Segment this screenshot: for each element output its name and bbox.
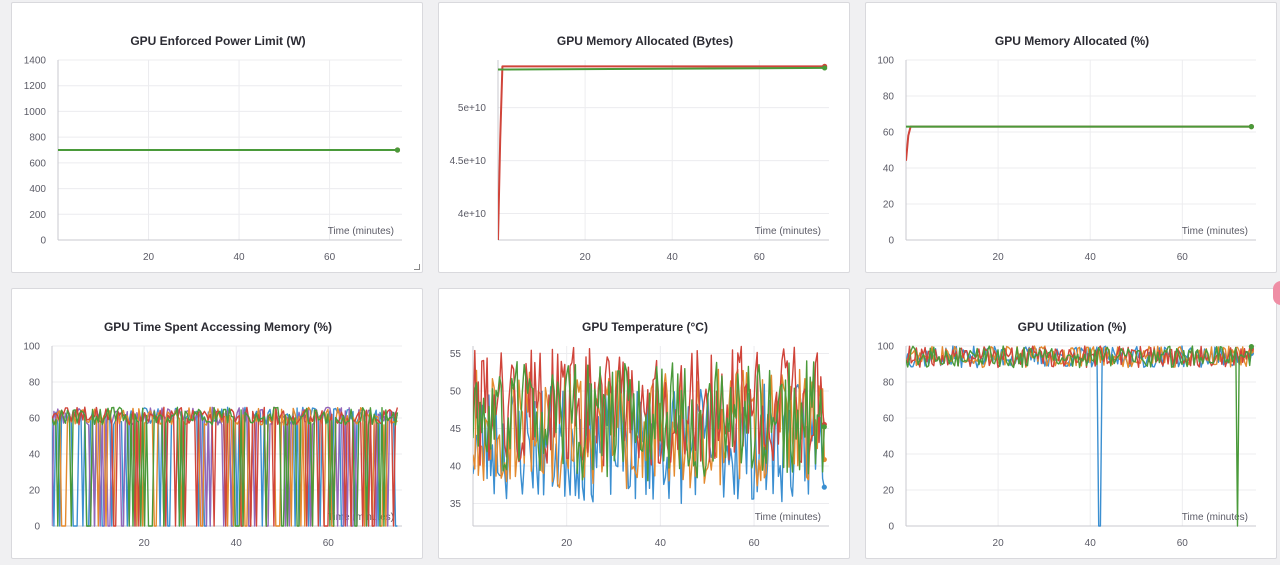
y-tick-label: 80 <box>29 378 41 389</box>
series-end-point <box>821 424 827 430</box>
y-tick-label: 45 <box>450 424 462 435</box>
chart-panel-temperature: GPU Temperature (°C) 35 40 45 50 55 20 40 60 Time… <box>438 288 850 559</box>
x-tick-label: 60 <box>324 252 336 263</box>
x-tick-label: 40 <box>655 538 667 549</box>
side-handle-icon[interactable] <box>1273 281 1280 305</box>
chart-title: GPU Memory Allocated (Bytes) <box>557 34 733 48</box>
series-line <box>906 345 1253 527</box>
series-line <box>52 406 399 527</box>
series-end-point <box>1248 344 1254 350</box>
y-tick-label: 60 <box>883 128 895 139</box>
y-tick-label: 0 <box>40 236 46 247</box>
resize-handle-icon[interactable] <box>414 264 420 270</box>
chart-panel-memalloc-pct: GPU Memory Allocated (%) 0 20 40 60 80 100 20 40… <box>865 2 1277 273</box>
x-axis-title: Time (minutes) <box>755 226 821 237</box>
y-tick-label: 1400 <box>24 56 47 67</box>
x-tick-label: 40 <box>667 252 679 263</box>
x-tick-label: 20 <box>993 538 1005 549</box>
series-line <box>473 360 825 482</box>
y-tick-label: 0 <box>34 522 40 533</box>
y-tick-label: 50 <box>450 387 462 398</box>
x-tick-label: 40 <box>1085 538 1097 549</box>
y-tick-label: 40 <box>883 164 895 175</box>
y-tick-label: 4e+10 <box>458 209 487 220</box>
y-tick-label: 60 <box>29 414 41 425</box>
y-tick-label: 0 <box>888 522 894 533</box>
series-line <box>498 66 825 71</box>
x-tick-label: 20 <box>993 252 1005 263</box>
x-tick-label: 20 <box>580 252 592 263</box>
y-tick-label: 20 <box>883 200 895 211</box>
x-tick-label: 60 <box>323 538 335 549</box>
y-tick-label: 80 <box>883 378 895 389</box>
y-tick-label: 200 <box>29 210 46 221</box>
series-end-point <box>394 147 401 153</box>
x-axis-title: Time (minutes) <box>328 226 394 237</box>
y-tick-label: 5e+10 <box>458 103 487 114</box>
y-tick-label: 20 <box>29 486 41 497</box>
x-tick-label: 60 <box>748 538 760 549</box>
chart-panel-memaccess: GPU Time Spent Accessing Memory (%) 0 20 40… <box>11 288 423 559</box>
chart-memalloc-pct: GPU Memory Allocated (%) 0 20 40 60 80 100 20 40… <box>877 34 1256 263</box>
chart-memalloc-bytes: GPU Memory Allocated (Bytes) 4e+10 4.5e+10… <box>450 34 829 263</box>
chart-panel-memalloc-bytes: GPU Memory Allocated (Bytes) 4e+10 4.5e+10… <box>438 2 850 273</box>
chart-power: GPU Enforced Power Limit (W) 0 200 400 600 80… <box>24 34 402 263</box>
chart-title: GPU Memory Allocated (%) <box>995 34 1149 48</box>
y-tick-label: 1000 <box>24 107 47 118</box>
chart-temperature: GPU Temperature (°C) 35 40 45 50 55 20 40 60 Time… <box>450 320 829 549</box>
x-tick-label: 20 <box>143 252 155 263</box>
chart-panel-power: GPU Enforced Power Limit (W) 0 200 400 600 80… <box>11 2 423 273</box>
x-tick-label: 40 <box>231 538 243 549</box>
x-axis-title: Time (minutes) <box>755 512 821 523</box>
y-tick-label: 800 <box>29 133 46 144</box>
y-tick-label: 100 <box>23 342 40 353</box>
y-tick-label: 40 <box>883 450 895 461</box>
chart-title: GPU Temperature (°C) <box>582 320 708 334</box>
chart-title: GPU Time Spent Accessing Memory (%) <box>104 320 332 334</box>
chart-utilization: GPU Utilization (%) 0 20 40 60 80 100 20 40 60 Tim… <box>877 320 1256 549</box>
x-tick-label: 60 <box>1177 252 1189 263</box>
series-line <box>498 65 825 241</box>
x-axis-title: Time (minutes) <box>1182 226 1248 237</box>
y-tick-label: 40 <box>450 462 462 473</box>
chart-memaccess: GPU Time Spent Accessing Memory (%) 0 20 40… <box>23 320 402 549</box>
y-tick-label: 100 <box>877 342 894 353</box>
chart-title: GPU Utilization (%) <box>1018 320 1127 334</box>
x-tick-label: 20 <box>139 538 151 549</box>
x-tick-label: 60 <box>754 252 766 263</box>
x-tick-label: 60 <box>1177 538 1189 549</box>
x-tick-label: 40 <box>1085 252 1097 263</box>
chart-panel-utilization: GPU Utilization (%) 0 20 40 60 80 100 20 40 60 Tim… <box>865 288 1277 559</box>
y-tick-label: 1200 <box>24 81 47 92</box>
y-tick-label: 60 <box>883 414 895 425</box>
x-axis-title: Time (minutes) <box>328 512 394 523</box>
y-tick-label: 0 <box>888 236 894 247</box>
y-tick-label: 400 <box>29 184 46 195</box>
y-tick-label: 35 <box>450 499 462 510</box>
x-tick-label: 20 <box>561 538 573 549</box>
series-end-point <box>822 65 828 71</box>
y-tick-label: 4.5e+10 <box>450 156 487 167</box>
y-tick-label: 40 <box>29 450 41 461</box>
x-axis-title: Time (minutes) <box>1182 512 1248 523</box>
y-tick-label: 80 <box>883 92 895 103</box>
series-end-point <box>821 484 827 490</box>
y-tick-label: 20 <box>883 486 895 497</box>
y-tick-label: 100 <box>877 56 894 67</box>
x-tick-label: 40 <box>233 252 245 263</box>
series-line <box>906 345 1253 527</box>
series-end-point <box>1248 124 1254 130</box>
y-tick-label: 55 <box>450 349 462 360</box>
y-tick-label: 600 <box>29 158 46 169</box>
chart-title: GPU Enforced Power Limit (W) <box>130 34 305 48</box>
